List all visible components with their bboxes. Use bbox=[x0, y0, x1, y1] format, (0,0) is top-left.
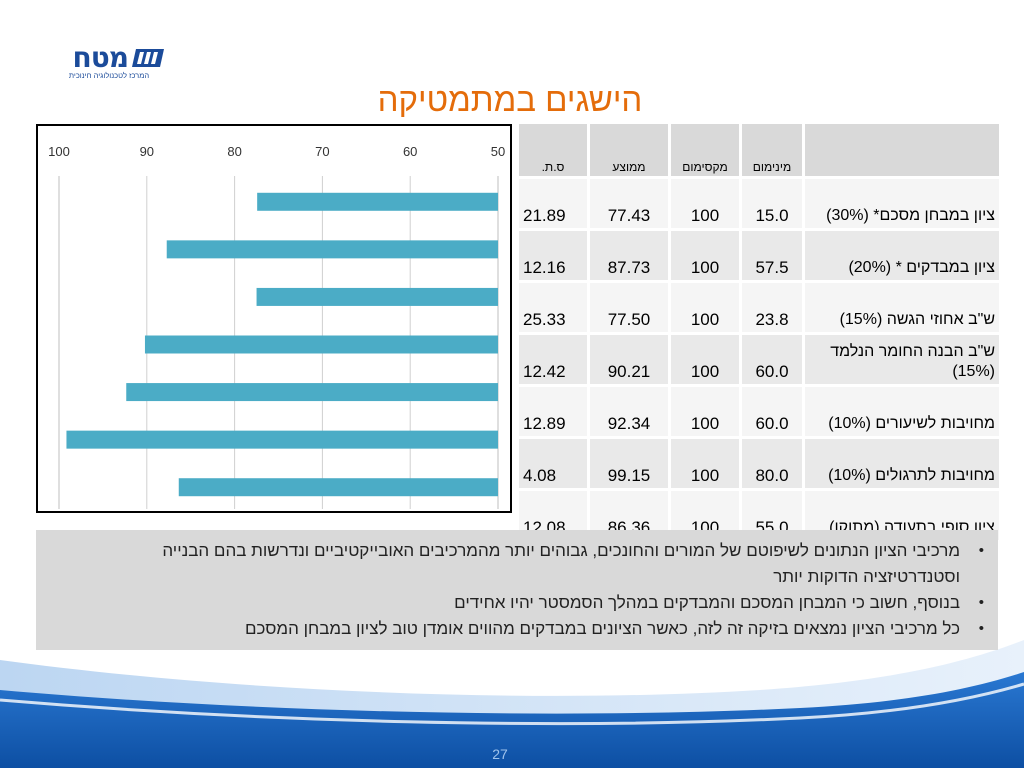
row-sd: 25.33 bbox=[519, 283, 587, 332]
row-label: ציון במבדקים * (20%) bbox=[805, 231, 999, 280]
logo-subtitle: המרכז לטכנולוגיה חינוכית bbox=[68, 71, 150, 80]
notes-box: מרכיבי הציון הנתונים לשיפוטם של המורים ו… bbox=[36, 530, 998, 650]
row-sd: 4.08 bbox=[519, 439, 587, 488]
chart-bar bbox=[256, 287, 498, 306]
table-row: ש"ב אחוזי הגשה (15%) 23.8 100 77.50 25.3… bbox=[519, 283, 999, 332]
row-max: 100 bbox=[671, 179, 739, 228]
row-mean: 87.73 bbox=[590, 231, 668, 280]
row-min: 57.5 bbox=[742, 231, 802, 280]
table-header-row: מינימום מקסימום ממוצע ס.ת. bbox=[519, 124, 999, 176]
row-sd: 21.89 bbox=[519, 179, 587, 228]
row-mean: 77.43 bbox=[590, 179, 668, 228]
header-label bbox=[805, 124, 999, 176]
header-sd: ס.ת. bbox=[519, 124, 587, 176]
matach-logo: מטח המרכז לטכנולוגיה חינוכית bbox=[52, 44, 166, 80]
header-max: מקסימום bbox=[671, 124, 739, 176]
row-max: 100 bbox=[671, 387, 739, 436]
table-row: מחויבות לתרגולים (10%) 80.0 100 99.15 4.… bbox=[519, 439, 999, 488]
logo-mark-icon bbox=[132, 49, 164, 67]
x-tick-label: 50 bbox=[491, 144, 505, 159]
row-max: 100 bbox=[671, 283, 739, 332]
table-row: ציון במבחן מסכם* (30%) 15.0 100 77.43 21… bbox=[519, 179, 999, 228]
row-mean: 90.21 bbox=[590, 335, 668, 384]
header-min: מינימום bbox=[742, 124, 802, 176]
chart-svg: 100 90 80 70 60 50 bbox=[48, 144, 505, 509]
row-max: 100 bbox=[671, 439, 739, 488]
row-min: 60.0 bbox=[742, 335, 802, 384]
row-min: 80.0 bbox=[742, 439, 802, 488]
row-min: 60.0 bbox=[742, 387, 802, 436]
chart-bar bbox=[144, 335, 498, 354]
page-number: 27 bbox=[492, 746, 508, 762]
row-sd: 12.89 bbox=[519, 387, 587, 436]
table-row: מחויבות לשיעורים (10%) 60.0 100 92.34 12… bbox=[519, 387, 999, 436]
x-tick-label: 80 bbox=[227, 144, 241, 159]
x-tick-label: 70 bbox=[315, 144, 329, 159]
row-label: מחויבות לתרגולים (10%) bbox=[805, 439, 999, 488]
bar-chart: 100 90 80 70 60 50 bbox=[36, 124, 512, 513]
note-item: מרכיבי הציון הנתונים לשיפוטם של המורים ו… bbox=[64, 538, 984, 590]
row-sd: 12.42 bbox=[519, 335, 587, 384]
chart-bar bbox=[126, 383, 499, 402]
row-sd: 12.16 bbox=[519, 231, 587, 280]
chart-bar bbox=[257, 192, 498, 211]
x-tick-label: 100 bbox=[48, 144, 70, 159]
chart-bar bbox=[178, 478, 498, 497]
chart-bar bbox=[66, 430, 498, 449]
note-item: כל מרכיבי הציון נמצאים בזיקה זה לזה, כאש… bbox=[64, 616, 984, 642]
row-mean: 92.34 bbox=[590, 387, 668, 436]
x-tick-label: 90 bbox=[140, 144, 154, 159]
row-label: ש"ב הבנה החומר הנלמד (15%) bbox=[805, 335, 999, 384]
slide-title: הישגים במתמטיקה bbox=[377, 81, 643, 118]
row-mean: 99.15 bbox=[590, 439, 668, 488]
row-label: מחויבות לשיעורים (10%) bbox=[805, 387, 999, 436]
row-max: 100 bbox=[671, 335, 739, 384]
row-mean: 77.50 bbox=[590, 283, 668, 332]
notes-list: מרכיבי הציון הנתונים לשיפוטם של המורים ו… bbox=[64, 538, 984, 642]
row-max: 100 bbox=[671, 231, 739, 280]
header-mean: ממוצע bbox=[590, 124, 668, 176]
table-row: ש"ב הבנה החומר הנלמד (15%) 60.0 100 90.2… bbox=[519, 335, 999, 384]
chart-bar bbox=[166, 240, 499, 259]
note-item: בנוסף, חשוב כי המבחן המסכם והמבדקים במהל… bbox=[64, 590, 984, 616]
logo-text: מטח bbox=[72, 41, 129, 74]
row-min: 15.0 bbox=[742, 179, 802, 228]
row-min: 23.8 bbox=[742, 283, 802, 332]
row-label: ש"ב אחוזי הגשה (15%) bbox=[805, 283, 999, 332]
statistics-table: מינימום מקסימום ממוצע ס.ת. ציון במבחן מס… bbox=[516, 121, 1002, 543]
x-tick-label: 60 bbox=[403, 144, 417, 159]
table-row: ציון במבדקים * (20%) 57.5 100 87.73 12.1… bbox=[519, 231, 999, 280]
row-label: ציון במבחן מסכם* (30%) bbox=[805, 179, 999, 228]
